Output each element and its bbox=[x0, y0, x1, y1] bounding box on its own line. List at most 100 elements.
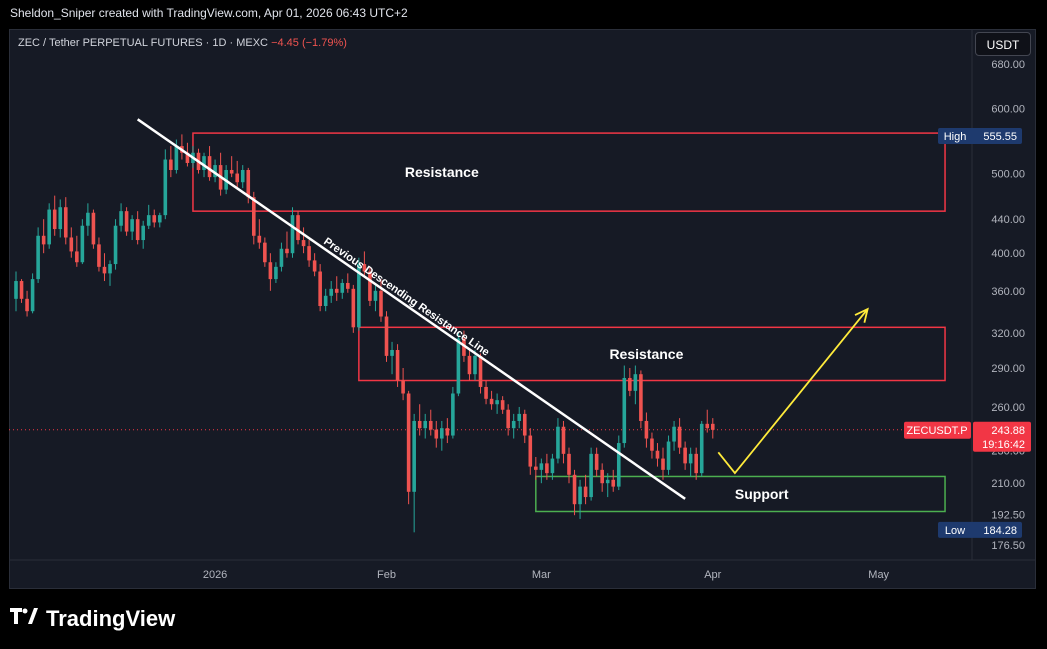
candle-body[interactable] bbox=[539, 463, 544, 470]
candle-body[interactable] bbox=[257, 235, 262, 243]
candle-body[interactable] bbox=[185, 152, 190, 163]
candle-body[interactable] bbox=[672, 426, 676, 442]
candle-body[interactable] bbox=[484, 386, 488, 399]
candle-body[interactable] bbox=[25, 298, 29, 312]
candle-body[interactable] bbox=[600, 469, 604, 484]
candle-body[interactable] bbox=[622, 377, 627, 444]
candle-body[interactable] bbox=[163, 159, 168, 216]
candle-body[interactable] bbox=[594, 453, 599, 470]
candle-body[interactable] bbox=[47, 209, 51, 245]
candle-body[interactable] bbox=[97, 244, 101, 267]
candle-body[interactable] bbox=[489, 398, 494, 405]
candle-body[interactable] bbox=[268, 262, 273, 280]
candle-body[interactable] bbox=[699, 423, 704, 474]
candle-body[interactable] bbox=[334, 288, 339, 293]
candle-body[interactable] bbox=[102, 266, 107, 274]
candle-body[interactable] bbox=[91, 212, 96, 245]
candle-body[interactable] bbox=[478, 355, 483, 387]
price-chart[interactable]: ZEC / Tether PERPETUAL FUTURES · 1D · ME… bbox=[9, 29, 1036, 589]
descending-trendline[interactable] bbox=[136, 118, 686, 500]
candle-body[interactable] bbox=[373, 290, 378, 301]
candle-body[interactable] bbox=[69, 237, 74, 252]
candle-body[interactable] bbox=[301, 240, 306, 247]
candle-body[interactable] bbox=[152, 215, 157, 223]
candle-body[interactable] bbox=[141, 225, 145, 241]
projection-arrow[interactable] bbox=[717, 308, 869, 475]
currency-button[interactable]: USDT bbox=[975, 32, 1031, 56]
candle-body[interactable] bbox=[390, 349, 394, 356]
candle-body[interactable] bbox=[500, 400, 505, 410]
candle-body[interactable] bbox=[174, 146, 179, 170]
candle-body[interactable] bbox=[108, 264, 112, 274]
candle-body[interactable] bbox=[312, 260, 317, 272]
candle-body[interactable] bbox=[406, 393, 411, 492]
candle-body[interactable] bbox=[567, 453, 571, 475]
candle-body[interactable] bbox=[517, 413, 522, 421]
candle-body[interactable] bbox=[611, 479, 616, 487]
candle-body[interactable] bbox=[423, 420, 428, 429]
candle-body[interactable] bbox=[119, 211, 123, 226]
candle-body[interactable] bbox=[274, 266, 278, 280]
candle-body[interactable] bbox=[639, 374, 643, 421]
candle-body[interactable] bbox=[357, 264, 361, 328]
candle-body[interactable] bbox=[340, 282, 345, 293]
candle-body[interactable] bbox=[511, 420, 516, 429]
candle-body[interactable] bbox=[572, 474, 577, 505]
candle-body[interactable] bbox=[229, 169, 234, 174]
candle-body[interactable] bbox=[80, 225, 85, 263]
candle-body[interactable] bbox=[495, 400, 499, 405]
candle-body[interactable] bbox=[113, 225, 118, 265]
candle-body[interactable] bbox=[556, 426, 560, 459]
candle-body[interactable] bbox=[467, 355, 472, 375]
candle-body[interactable] bbox=[41, 235, 46, 245]
candle-body[interactable] bbox=[169, 159, 173, 170]
candle-body[interactable] bbox=[462, 338, 466, 356]
resistance-zone[interactable] bbox=[192, 132, 946, 212]
candle-body[interactable] bbox=[246, 169, 251, 198]
candle-body[interactable] bbox=[583, 486, 588, 498]
candle-body[interactable] bbox=[644, 420, 649, 439]
candle-body[interactable] bbox=[683, 447, 687, 464]
candle-body[interactable] bbox=[285, 248, 289, 254]
candle-body[interactable] bbox=[30, 279, 35, 312]
candle-body[interactable] bbox=[401, 380, 405, 394]
candle-body[interactable] bbox=[146, 215, 151, 226]
candle-body[interactable] bbox=[650, 438, 654, 451]
candle-body[interactable] bbox=[417, 420, 422, 429]
candle-body[interactable] bbox=[235, 173, 239, 183]
candle-body[interactable] bbox=[440, 428, 444, 439]
candle-body[interactable] bbox=[473, 355, 477, 375]
candle-body[interactable] bbox=[434, 429, 439, 439]
candle-body[interactable] bbox=[207, 156, 212, 178]
candle-body[interactable] bbox=[14, 281, 18, 299]
candle-body[interactable] bbox=[710, 423, 715, 430]
candle-body[interactable] bbox=[534, 466, 538, 470]
candle-body[interactable] bbox=[688, 453, 693, 464]
candle-body[interactable] bbox=[694, 453, 698, 474]
candle-body[interactable] bbox=[323, 295, 328, 306]
candle-body[interactable] bbox=[384, 316, 389, 356]
candle-body[interactable] bbox=[368, 271, 372, 301]
candle-body[interactable] bbox=[58, 207, 63, 230]
candle-body[interactable] bbox=[279, 248, 284, 267]
candle-body[interactable] bbox=[63, 207, 68, 238]
candle-body[interactable] bbox=[522, 413, 527, 436]
candle-body[interactable] bbox=[506, 409, 510, 429]
candle-body[interactable] bbox=[240, 169, 245, 183]
candle-body[interactable] bbox=[616, 443, 621, 487]
candle-body[interactable] bbox=[213, 165, 217, 178]
candle-body[interactable] bbox=[296, 215, 300, 241]
support-zone[interactable] bbox=[535, 475, 946, 513]
candle-body[interactable] bbox=[379, 290, 383, 317]
candle-body[interactable] bbox=[362, 264, 367, 272]
candle-body[interactable] bbox=[666, 441, 671, 470]
candle-body[interactable] bbox=[75, 251, 79, 263]
candle-body[interactable] bbox=[135, 219, 140, 241]
candle-body[interactable] bbox=[52, 209, 57, 230]
candle-body[interactable] bbox=[628, 377, 632, 391]
candle-body[interactable] bbox=[263, 242, 267, 263]
candle-body[interactable] bbox=[605, 479, 610, 484]
candle-body[interactable] bbox=[36, 235, 40, 280]
resistance-zone[interactable] bbox=[358, 326, 946, 382]
candle-body[interactable] bbox=[550, 458, 555, 474]
